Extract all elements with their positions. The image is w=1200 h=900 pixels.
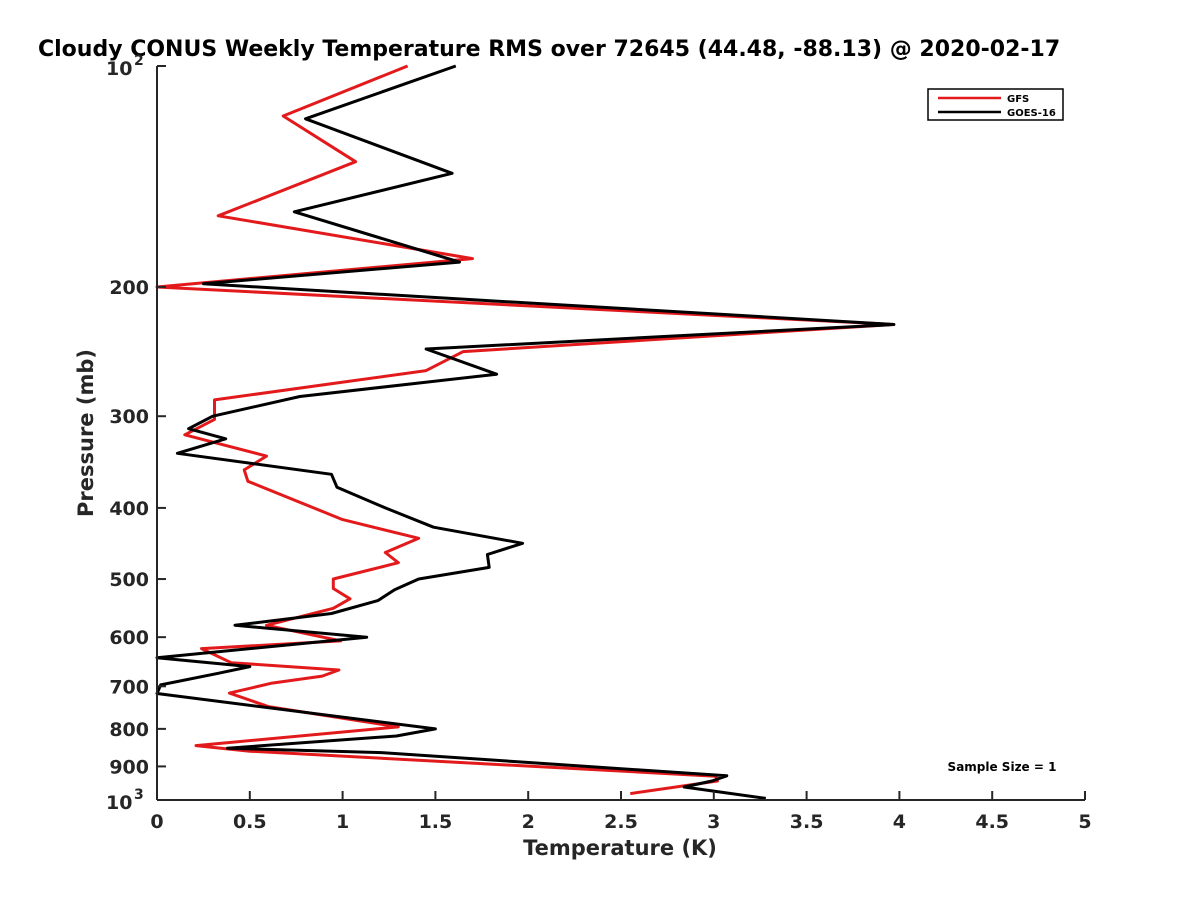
y-tick-label: 700 xyxy=(109,676,149,698)
axes: 0 0.5 1 1.5 2 2.5 3 3.5 4 4.5 510 22003004005006007… xyxy=(106,53,1092,833)
legend-label-0: GFS xyxy=(1007,94,1029,105)
sample-size-annotation: Sample Size = 1 xyxy=(948,760,1057,774)
x-tick-label: 2 xyxy=(522,811,535,833)
legend-box xyxy=(927,88,1064,121)
series-line-0 xyxy=(155,64,896,796)
x-tick-label: 3 xyxy=(707,811,720,833)
x-tick-label: 2.5 xyxy=(604,811,638,833)
x-tick-label: 4 xyxy=(893,811,906,833)
x-tick-label: 0.5 xyxy=(233,811,267,833)
x-tick-label: 0 xyxy=(150,811,163,833)
series-line-1 xyxy=(155,64,896,800)
y-tick-label: 10 xyxy=(106,792,132,814)
legend: GFS GOES-16 xyxy=(927,88,1064,121)
y-tick-label: 900 xyxy=(109,756,149,778)
x-tick-label: 1.5 xyxy=(419,811,453,833)
legend-label-1: GOES-16 xyxy=(1007,108,1056,119)
y-tick-label: 10 xyxy=(106,58,132,80)
x-axis-label: Temperature (K) xyxy=(523,836,717,860)
y-axis-label: Pressure (mb) xyxy=(74,349,98,517)
x-tick-label: 1 xyxy=(336,811,349,833)
x-tick-label: 5 xyxy=(1078,811,1091,833)
y-tick-label: 200 xyxy=(109,277,149,299)
y-tick-exponent: 3 xyxy=(134,787,144,803)
plot-lines xyxy=(155,64,896,800)
y-tick-label: 600 xyxy=(109,627,149,649)
x-tick-label: 3.5 xyxy=(790,811,824,833)
y-tick-exponent: 2 xyxy=(134,53,144,69)
x-tick-label: 4.5 xyxy=(975,811,1009,833)
y-tick-label: 300 xyxy=(109,406,149,428)
chart-title: Cloudy CONUS Weekly Temperature RMS over… xyxy=(38,37,1060,62)
y-tick-label: 800 xyxy=(109,719,149,741)
y-tick-label: 400 xyxy=(109,498,149,520)
y-tick-label: 500 xyxy=(109,569,149,591)
